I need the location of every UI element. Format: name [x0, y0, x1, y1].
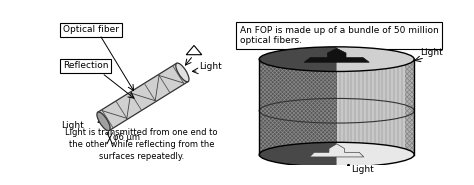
Text: Light: Light — [420, 48, 443, 57]
Text: Light: Light — [351, 165, 374, 174]
Ellipse shape — [259, 47, 414, 71]
Polygon shape — [259, 59, 337, 155]
Ellipse shape — [259, 142, 414, 167]
Ellipse shape — [176, 63, 189, 82]
Polygon shape — [259, 47, 337, 71]
Text: Light: Light — [200, 62, 222, 71]
Text: Reflection: Reflection — [63, 61, 109, 70]
Polygon shape — [310, 144, 364, 157]
Text: Light: Light — [62, 121, 84, 130]
Polygon shape — [186, 46, 202, 55]
Polygon shape — [259, 142, 337, 167]
Polygon shape — [98, 63, 188, 130]
Polygon shape — [337, 142, 414, 167]
Text: Optical fiber: Optical fiber — [63, 25, 119, 34]
Text: φ6 μm: φ6 μm — [113, 133, 140, 142]
Text: An FOP is made up of a bundle of 50 million
optical fibers.: An FOP is made up of a bundle of 50 mill… — [240, 26, 438, 46]
Polygon shape — [337, 59, 414, 155]
Polygon shape — [259, 59, 414, 155]
Polygon shape — [304, 48, 369, 62]
Polygon shape — [405, 59, 414, 155]
Polygon shape — [337, 47, 414, 71]
Ellipse shape — [97, 112, 110, 131]
Text: Light is transmitted from one end to
the other while reflecting from the
surface: Light is transmitted from one end to the… — [65, 128, 218, 161]
